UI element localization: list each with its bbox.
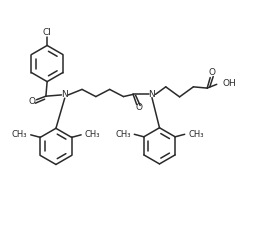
Text: O: O — [135, 103, 142, 112]
Text: N: N — [149, 90, 155, 99]
Text: CH₃: CH₃ — [115, 130, 131, 139]
Text: CH₃: CH₃ — [188, 130, 204, 139]
Text: CH₃: CH₃ — [12, 130, 27, 139]
Text: N: N — [61, 90, 68, 99]
Text: O: O — [29, 97, 36, 106]
Text: CH₃: CH₃ — [85, 130, 100, 139]
Text: Cl: Cl — [43, 28, 52, 37]
Text: O: O — [209, 68, 216, 76]
Text: OH: OH — [223, 79, 236, 88]
